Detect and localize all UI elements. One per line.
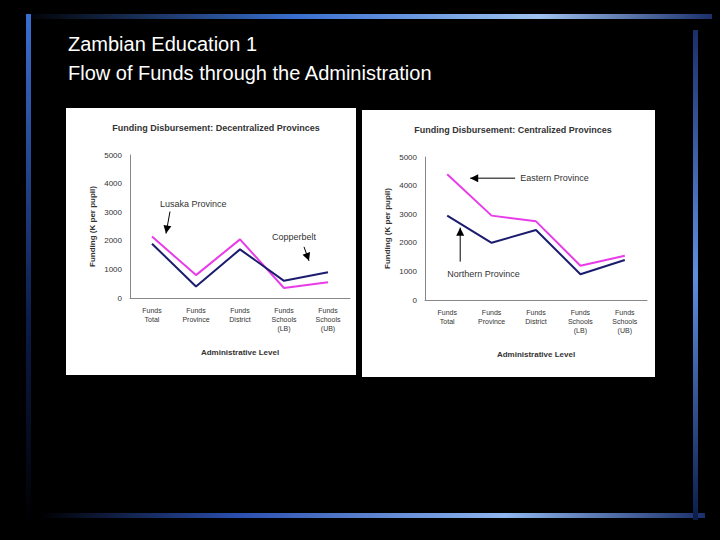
svg-text:Total: Total: [440, 318, 455, 325]
svg-text:District: District: [525, 318, 546, 325]
svg-text:Funds: Funds: [482, 309, 502, 316]
svg-text:Funds: Funds: [571, 309, 591, 316]
svg-text:3000: 3000: [399, 210, 417, 219]
svg-text:4000: 4000: [399, 181, 417, 190]
svg-text:Funds: Funds: [526, 309, 546, 316]
svg-text:4000: 4000: [104, 179, 122, 188]
svg-text:Funding Disbursement: Decentra: Funding Disbursement: Decentralized Prov…: [112, 123, 320, 133]
svg-text:(UB): (UB): [618, 327, 632, 335]
svg-text:Funds: Funds: [230, 307, 250, 314]
svg-text:2000: 2000: [399, 238, 417, 247]
svg-text:Funds: Funds: [615, 309, 635, 316]
svg-text:Province: Province: [478, 318, 505, 325]
html-text:Zambian Education 1: Zambian Education 1: [68, 33, 257, 55]
svg-text:Administrative Level: Administrative Level: [201, 348, 279, 357]
svg-text:Province: Province: [182, 316, 209, 323]
svg-text:0: 0: [413, 296, 418, 305]
svg-text:(UB): (UB): [321, 325, 335, 333]
svg-text:Funding (K per pupil): Funding (K per pupil): [88, 186, 97, 267]
svg-text:Copperbelt: Copperbelt: [272, 232, 317, 242]
html-text:Flow of Funds through the Admi: Flow of Funds through the Administration: [68, 62, 432, 84]
svg-text:Northern Province: Northern Province: [447, 269, 520, 279]
svg-text:District: District: [229, 316, 250, 323]
svg-text:5000: 5000: [104, 151, 122, 160]
svg-text:3000: 3000: [104, 208, 122, 217]
svg-text:Total: Total: [145, 316, 160, 323]
svg-text:5000: 5000: [399, 153, 417, 162]
svg-text:Funds: Funds: [142, 307, 162, 314]
svg-text:Schools: Schools: [612, 318, 637, 325]
svg-text:Funds: Funds: [318, 307, 338, 314]
svg-text:Funds: Funds: [186, 307, 206, 314]
svg-text:Schools: Schools: [568, 318, 593, 325]
svg-text:Schools: Schools: [316, 316, 341, 323]
svg-text:1000: 1000: [399, 267, 417, 276]
svg-text:(LB): (LB): [277, 325, 290, 333]
svg-text:Administrative Level: Administrative Level: [497, 350, 575, 359]
svg-text:Funding Disbursement: Centrali: Funding Disbursement: Centralized Provin…: [414, 125, 612, 135]
svg-text:(LB): (LB): [574, 327, 587, 335]
svg-text:Lusaka Province: Lusaka Province: [160, 199, 227, 209]
svg-text:0: 0: [118, 294, 123, 303]
svg-text:Schools: Schools: [272, 316, 297, 323]
svg-text:Funds: Funds: [274, 307, 294, 314]
svg-text:2000: 2000: [104, 236, 122, 245]
svg-text:Funding (K per pupil): Funding (K per pupil): [383, 188, 392, 269]
svg-text:Eastern Province: Eastern Province: [520, 173, 589, 183]
svg-text:1000: 1000: [104, 265, 122, 274]
svg-text:Funds: Funds: [437, 309, 457, 316]
